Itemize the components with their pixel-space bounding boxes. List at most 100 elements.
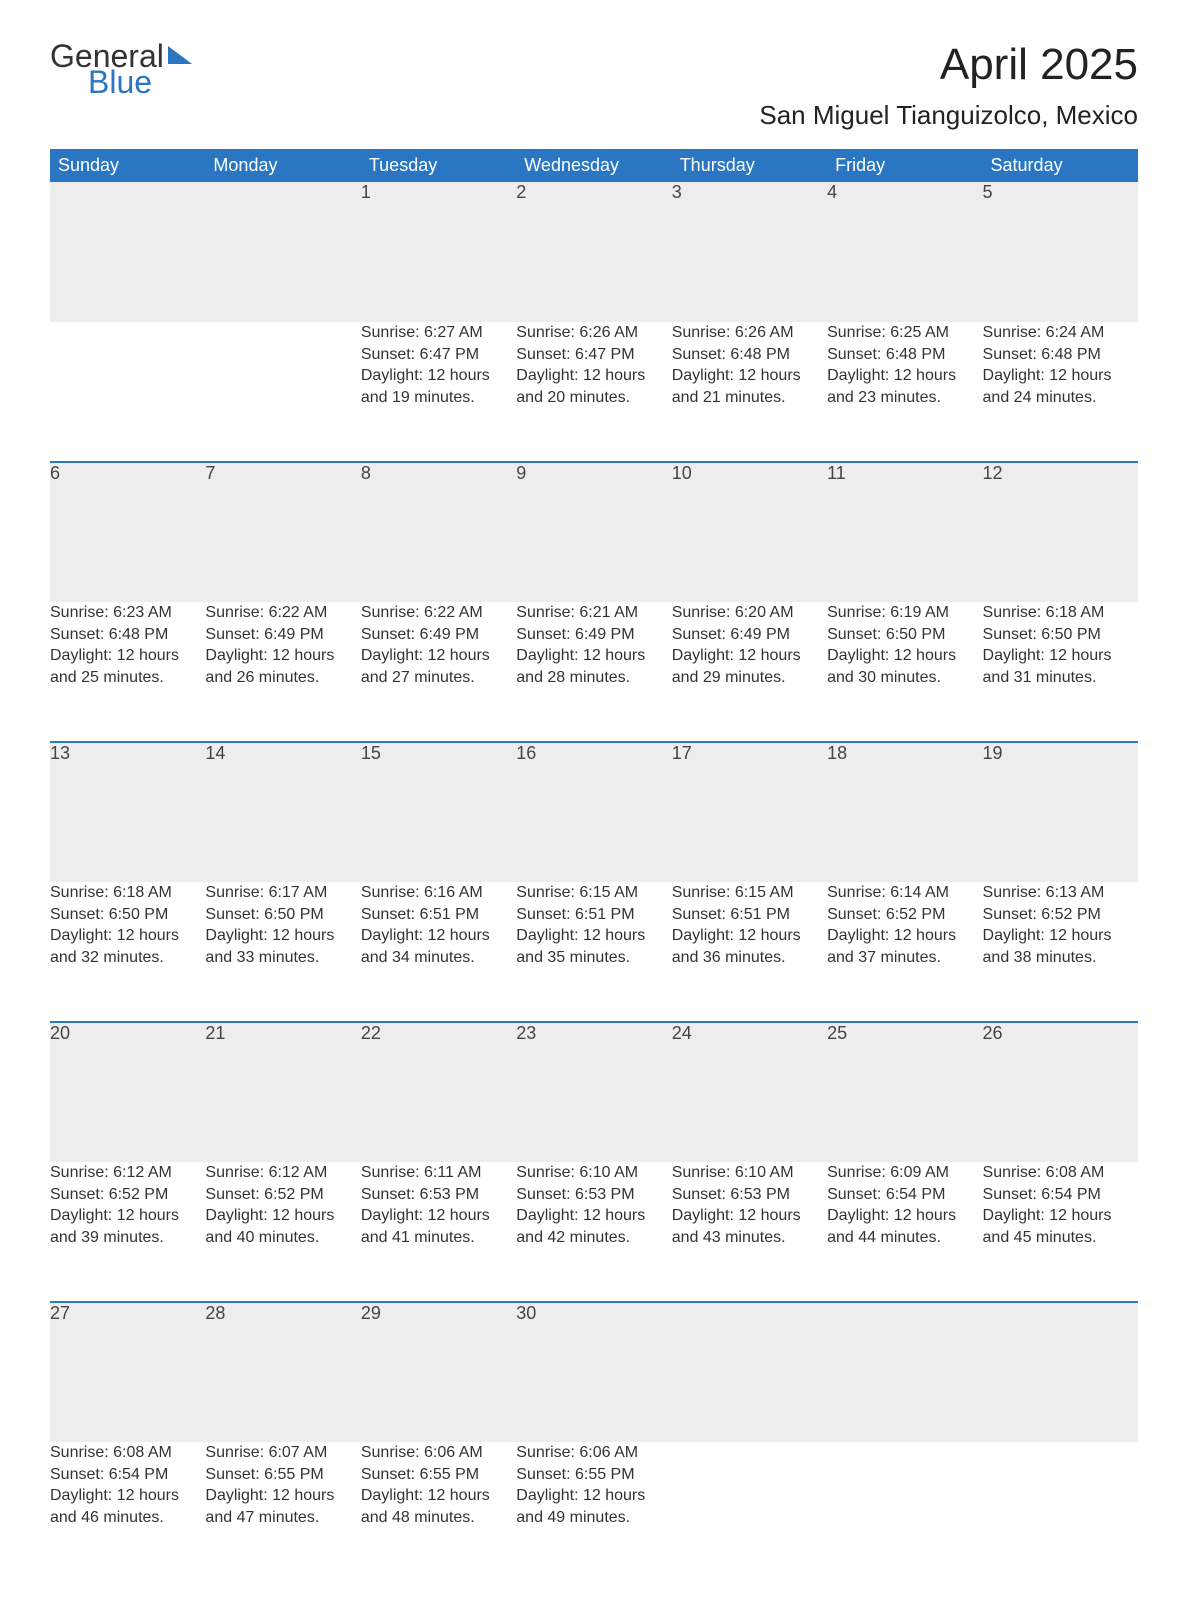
day-body-cell: Sunrise: 6:27 AMSunset: 6:47 PMDaylight:… xyxy=(361,322,516,462)
daylight-line-1: Daylight: 12 hours xyxy=(205,1205,360,1227)
sunrise-line: Sunrise: 6:15 AM xyxy=(672,882,827,904)
sunset-line: Sunset: 6:52 PM xyxy=(827,904,982,926)
sunset-line: Sunset: 6:49 PM xyxy=(672,624,827,646)
sunrise-line: Sunrise: 6:27 AM xyxy=(361,322,516,344)
sunrise-line: Sunrise: 6:06 AM xyxy=(361,1442,516,1464)
day-body-cell: Sunrise: 6:15 AMSunset: 6:51 PMDaylight:… xyxy=(672,882,827,1022)
daylight-line-1: Daylight: 12 hours xyxy=(50,925,205,947)
sunset-line: Sunset: 6:50 PM xyxy=(983,624,1138,646)
day-body-cell: Sunrise: 6:18 AMSunset: 6:50 PMDaylight:… xyxy=(50,882,205,1022)
weekday-header: Saturday xyxy=(983,149,1138,182)
daylight-line-1: Daylight: 12 hours xyxy=(516,1485,671,1507)
daylight-line-2: and 40 minutes. xyxy=(205,1227,360,1249)
sunrise-line: Sunrise: 6:22 AM xyxy=(361,602,516,624)
day-number-row: 27282930 xyxy=(50,1302,1138,1442)
day-body-cell: Sunrise: 6:26 AMSunset: 6:47 PMDaylight:… xyxy=(516,322,671,462)
daylight-line-2: and 47 minutes. xyxy=(205,1507,360,1529)
sunset-line: Sunset: 6:48 PM xyxy=(672,344,827,366)
day-number-cell: 27 xyxy=(50,1302,205,1442)
daylight-line-2: and 27 minutes. xyxy=(361,667,516,689)
daylight-line-1: Daylight: 12 hours xyxy=(516,925,671,947)
daylight-line-1: Daylight: 12 hours xyxy=(983,925,1138,947)
daylight-line-2: and 34 minutes. xyxy=(361,947,516,969)
sunrise-line: Sunrise: 6:14 AM xyxy=(827,882,982,904)
daylight-line-1: Daylight: 12 hours xyxy=(361,645,516,667)
day-number-cell: 4 xyxy=(827,182,982,322)
daylight-line-2: and 41 minutes. xyxy=(361,1227,516,1249)
day-body-cell: Sunrise: 6:17 AMSunset: 6:50 PMDaylight:… xyxy=(205,882,360,1022)
day-body-cell: Sunrise: 6:20 AMSunset: 6:49 PMDaylight:… xyxy=(672,602,827,742)
sunrise-line: Sunrise: 6:26 AM xyxy=(672,322,827,344)
sunrise-line: Sunrise: 6:09 AM xyxy=(827,1162,982,1184)
daylight-line-1: Daylight: 12 hours xyxy=(983,365,1138,387)
daylight-line-1: Daylight: 12 hours xyxy=(205,1485,360,1507)
daylight-line-2: and 26 minutes. xyxy=(205,667,360,689)
day-body-cell: Sunrise: 6:12 AMSunset: 6:52 PMDaylight:… xyxy=(205,1162,360,1302)
day-number-row: 12345 xyxy=(50,182,1138,322)
daylight-line-1: Daylight: 12 hours xyxy=(361,1205,516,1227)
sunset-line: Sunset: 6:52 PM xyxy=(983,904,1138,926)
sunrise-line: Sunrise: 6:08 AM xyxy=(50,1442,205,1464)
day-number-cell: 30 xyxy=(516,1302,671,1442)
sunrise-line: Sunrise: 6:24 AM xyxy=(983,322,1138,344)
day-body-cell: Sunrise: 6:14 AMSunset: 6:52 PMDaylight:… xyxy=(827,882,982,1022)
day-number-cell: 29 xyxy=(361,1302,516,1442)
day-body-cell: Sunrise: 6:08 AMSunset: 6:54 PMDaylight:… xyxy=(50,1442,205,1582)
daylight-line-2: and 19 minutes. xyxy=(361,387,516,409)
day-body-cell: Sunrise: 6:22 AMSunset: 6:49 PMDaylight:… xyxy=(205,602,360,742)
day-number-cell: 9 xyxy=(516,462,671,602)
sunset-line: Sunset: 6:47 PM xyxy=(516,344,671,366)
daylight-line-2: and 42 minutes. xyxy=(516,1227,671,1249)
day-body-cell xyxy=(983,1442,1138,1582)
day-number-cell: 25 xyxy=(827,1022,982,1162)
sunrise-line: Sunrise: 6:20 AM xyxy=(672,602,827,624)
sunset-line: Sunset: 6:53 PM xyxy=(672,1184,827,1206)
sunset-line: Sunset: 6:47 PM xyxy=(361,344,516,366)
daylight-line-1: Daylight: 12 hours xyxy=(827,645,982,667)
sunset-line: Sunset: 6:51 PM xyxy=(361,904,516,926)
daylight-line-1: Daylight: 12 hours xyxy=(983,1205,1138,1227)
daylight-line-1: Daylight: 12 hours xyxy=(516,1205,671,1227)
day-number-cell xyxy=(983,1302,1138,1442)
day-number-cell: 20 xyxy=(50,1022,205,1162)
daylight-line-1: Daylight: 12 hours xyxy=(50,1205,205,1227)
day-number-cell: 18 xyxy=(827,742,982,882)
daylight-line-1: Daylight: 12 hours xyxy=(361,365,516,387)
day-number-cell: 19 xyxy=(983,742,1138,882)
day-body-row: Sunrise: 6:08 AMSunset: 6:54 PMDaylight:… xyxy=(50,1442,1138,1582)
day-body-cell: Sunrise: 6:21 AMSunset: 6:49 PMDaylight:… xyxy=(516,602,671,742)
day-number-cell: 1 xyxy=(361,182,516,322)
sunset-line: Sunset: 6:51 PM xyxy=(516,904,671,926)
day-number-cell: 10 xyxy=(672,462,827,602)
day-number-cell: 2 xyxy=(516,182,671,322)
day-number-cell: 7 xyxy=(205,462,360,602)
day-number-cell: 3 xyxy=(672,182,827,322)
weekday-header: Sunday xyxy=(50,149,205,182)
sunrise-line: Sunrise: 6:12 AM xyxy=(205,1162,360,1184)
daylight-line-2: and 48 minutes. xyxy=(361,1507,516,1529)
day-body-cell: Sunrise: 6:19 AMSunset: 6:50 PMDaylight:… xyxy=(827,602,982,742)
sunset-line: Sunset: 6:52 PM xyxy=(205,1184,360,1206)
daylight-line-2: and 46 minutes. xyxy=(50,1507,205,1529)
daylight-line-2: and 20 minutes. xyxy=(516,387,671,409)
daylight-line-2: and 23 minutes. xyxy=(827,387,982,409)
daylight-line-1: Daylight: 12 hours xyxy=(50,1485,205,1507)
sunrise-line: Sunrise: 6:22 AM xyxy=(205,602,360,624)
day-body-row: Sunrise: 6:27 AMSunset: 6:47 PMDaylight:… xyxy=(50,322,1138,462)
sunset-line: Sunset: 6:48 PM xyxy=(50,624,205,646)
sunrise-line: Sunrise: 6:11 AM xyxy=(361,1162,516,1184)
day-number-cell: 22 xyxy=(361,1022,516,1162)
day-number-cell: 11 xyxy=(827,462,982,602)
sunrise-line: Sunrise: 6:10 AM xyxy=(516,1162,671,1184)
sunrise-line: Sunrise: 6:19 AM xyxy=(827,602,982,624)
weekday-header: Wednesday xyxy=(516,149,671,182)
day-number-cell: 15 xyxy=(361,742,516,882)
weekday-header: Tuesday xyxy=(361,149,516,182)
sunrise-line: Sunrise: 6:21 AM xyxy=(516,602,671,624)
daylight-line-1: Daylight: 12 hours xyxy=(672,925,827,947)
day-number-cell: 21 xyxy=(205,1022,360,1162)
brand-part2: Blue xyxy=(88,66,192,98)
day-body-row: Sunrise: 6:18 AMSunset: 6:50 PMDaylight:… xyxy=(50,882,1138,1022)
weekday-header: Monday xyxy=(205,149,360,182)
day-body-cell: Sunrise: 6:25 AMSunset: 6:48 PMDaylight:… xyxy=(827,322,982,462)
